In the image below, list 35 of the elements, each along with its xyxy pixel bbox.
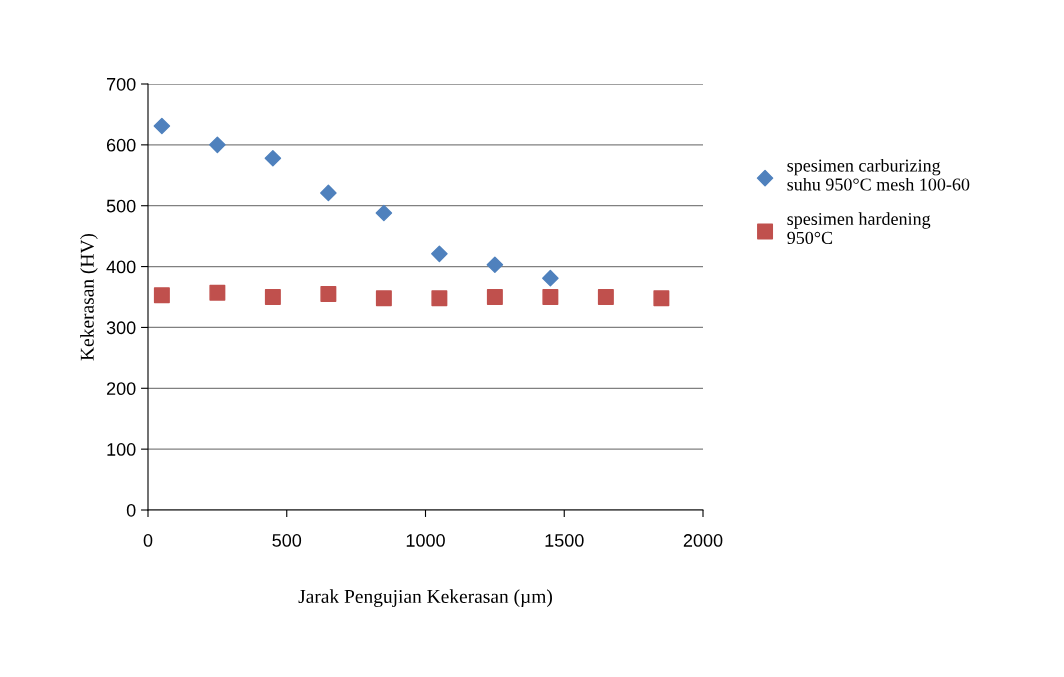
- legend-label: spesimen carburizing suhu 950°C mesh 100-60: [787, 158, 970, 191]
- y-tick-label: 500: [106, 199, 136, 213]
- point: [264, 149, 282, 167]
- y-axis-title: Kekerasan (HV): [80, 233, 98, 361]
- point: [375, 204, 393, 222]
- y-tick-label: 0: [126, 503, 136, 517]
- point: [320, 285, 337, 302]
- y-tick-label: 200: [106, 382, 136, 396]
- y-tick-label: 400: [106, 260, 136, 274]
- y-tick-label: 700: [107, 77, 136, 91]
- point: [209, 284, 226, 301]
- point: [597, 289, 614, 305]
- x-tick-label: 500: [272, 534, 302, 547]
- point: [542, 269, 559, 287]
- point: [653, 290, 670, 307]
- point: [486, 289, 503, 305]
- point: [153, 287, 170, 304]
- point: [375, 290, 392, 307]
- point: [431, 245, 448, 263]
- x-tick-label: 2000: [683, 534, 723, 547]
- y-tick-label: 300: [106, 321, 136, 335]
- y-tick-label: 100: [107, 443, 136, 456]
- point: [209, 136, 226, 154]
- x-tick-label: 1500: [545, 534, 584, 547]
- legend-label: spesimen hardening 950°C: [787, 212, 931, 244]
- point: [320, 184, 337, 202]
- x-tick-label: 1000: [406, 534, 445, 547]
- x-axis-title: Jarak Pengujian Kekerasan (µm): [298, 589, 552, 608]
- x-tick-label: 0: [143, 534, 153, 547]
- point: [542, 289, 559, 305]
- point: [431, 290, 448, 307]
- y-tick-label: 600: [106, 138, 136, 152]
- point: [264, 289, 281, 305]
- point: [486, 256, 504, 274]
- point: [153, 117, 171, 135]
